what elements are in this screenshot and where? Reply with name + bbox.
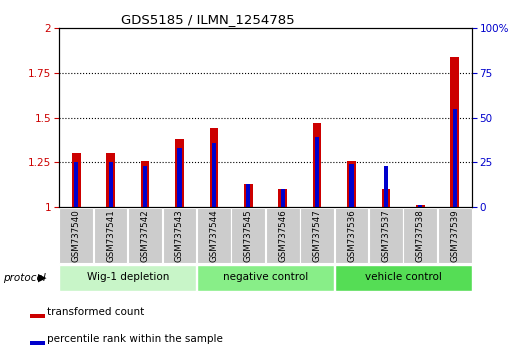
Text: percentile rank within the sample: percentile rank within the sample xyxy=(47,334,223,344)
Text: negative control: negative control xyxy=(223,272,308,282)
Bar xyxy=(128,208,162,263)
Text: GSM737542: GSM737542 xyxy=(141,209,149,262)
Text: GSM737537: GSM737537 xyxy=(382,209,390,262)
Bar xyxy=(60,265,196,291)
Bar xyxy=(141,161,149,207)
Text: protocol: protocol xyxy=(3,273,45,283)
Bar xyxy=(349,164,353,207)
Bar xyxy=(334,265,471,291)
Bar xyxy=(246,184,250,207)
Text: transformed count: transformed count xyxy=(47,307,145,317)
Text: GSM737545: GSM737545 xyxy=(244,209,253,262)
Bar xyxy=(450,57,459,207)
Bar xyxy=(382,189,390,207)
Bar xyxy=(163,208,196,263)
Bar xyxy=(30,314,45,318)
Bar xyxy=(143,166,147,207)
Bar xyxy=(231,208,265,263)
Text: ▶: ▶ xyxy=(37,273,46,283)
Text: GSM737541: GSM737541 xyxy=(106,209,115,262)
Text: GDS5185 / ILMN_1254785: GDS5185 / ILMN_1254785 xyxy=(121,13,294,26)
Bar xyxy=(300,208,334,263)
Bar xyxy=(416,205,425,207)
Bar xyxy=(438,208,471,263)
Bar xyxy=(72,154,81,207)
Bar xyxy=(60,208,93,263)
Bar xyxy=(452,109,457,207)
Bar xyxy=(266,208,300,263)
Text: vehicle control: vehicle control xyxy=(365,272,442,282)
Bar xyxy=(279,189,287,207)
Text: GSM737538: GSM737538 xyxy=(416,209,425,262)
Bar xyxy=(197,265,334,291)
Bar xyxy=(244,184,252,207)
Text: GSM737543: GSM737543 xyxy=(175,209,184,262)
Bar xyxy=(30,341,45,345)
Bar xyxy=(347,161,356,207)
Text: GSM737539: GSM737539 xyxy=(450,209,459,262)
Bar xyxy=(384,166,388,207)
Bar xyxy=(109,162,113,207)
Bar xyxy=(281,189,285,207)
Bar xyxy=(212,143,216,207)
Bar xyxy=(404,208,437,263)
Bar xyxy=(106,154,115,207)
Bar xyxy=(334,208,368,263)
Text: GSM737536: GSM737536 xyxy=(347,209,356,262)
Bar xyxy=(418,205,422,207)
Bar xyxy=(94,208,127,263)
Bar xyxy=(175,139,184,207)
Bar xyxy=(315,137,319,207)
Text: GSM737546: GSM737546 xyxy=(278,209,287,262)
Bar xyxy=(74,162,78,207)
Bar xyxy=(209,129,218,207)
Text: GSM737540: GSM737540 xyxy=(72,209,81,262)
Text: Wig-1 depletion: Wig-1 depletion xyxy=(87,272,169,282)
Bar xyxy=(177,148,182,207)
Text: GSM737547: GSM737547 xyxy=(312,209,322,262)
Bar xyxy=(313,123,322,207)
Bar xyxy=(197,208,231,263)
Text: GSM737544: GSM737544 xyxy=(209,209,219,262)
Bar xyxy=(369,208,403,263)
